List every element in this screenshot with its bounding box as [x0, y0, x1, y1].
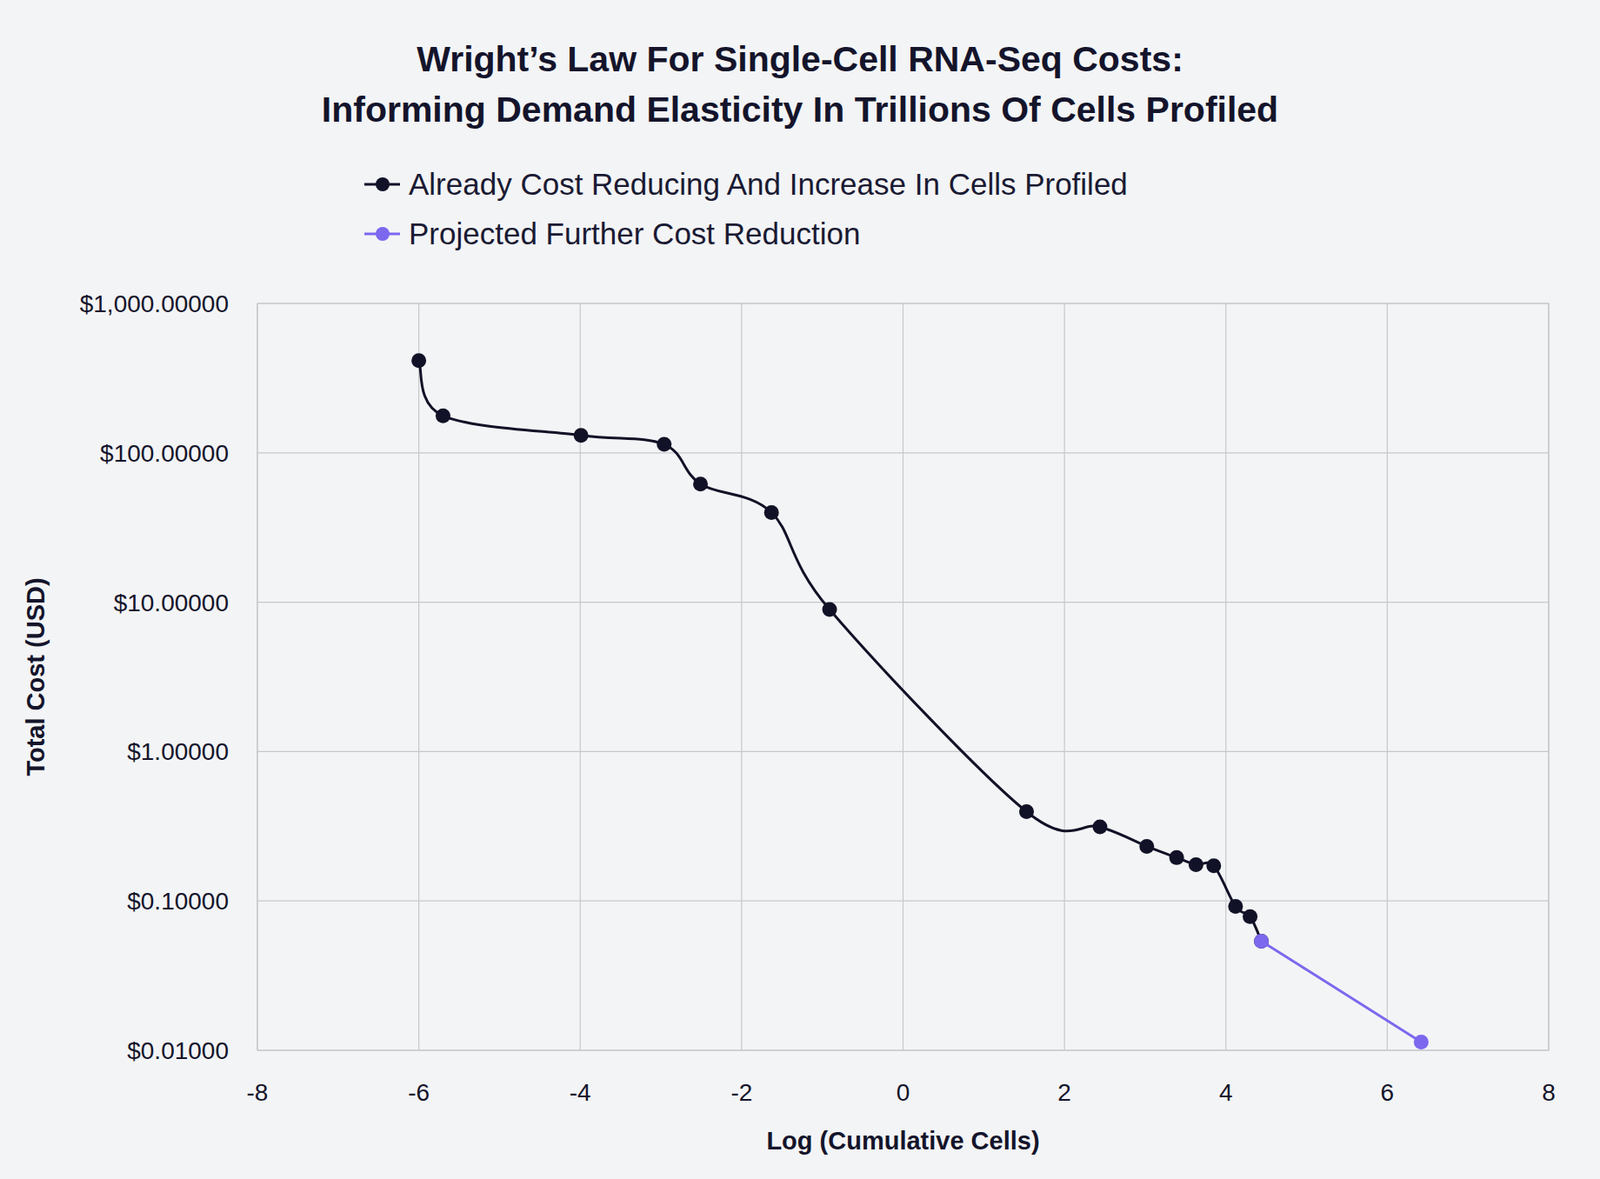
- title: Informing Demand Elasticity In Trillions…: [321, 89, 1279, 130]
- data-point: [656, 437, 672, 453]
- series-line: [1261, 940, 1422, 1042]
- grid-line-x: [418, 303, 420, 1051]
- x-tick-label: -6: [407, 1079, 430, 1107]
- grid-line-y: [257, 751, 1549, 753]
- data-point: [1242, 909, 1258, 925]
- data-point: [693, 476, 708, 492]
- grid-line-y: [257, 452, 1549, 454]
- y-axis-label: Total Cost (USD): [21, 577, 50, 776]
- data-point: [1092, 820, 1107, 835]
- plot-frame: [257, 303, 1549, 1051]
- grid-line-x: [1386, 303, 1388, 1051]
- x-tick-label: -2: [730, 1079, 753, 1107]
- data-point: [1413, 1034, 1429, 1050]
- data-point: [1188, 857, 1204, 873]
- legend-entry: Projected Further Cost Reduction: [364, 216, 860, 251]
- grid-line-y: [257, 601, 1549, 603]
- series: [1253, 933, 1429, 1050]
- grid-line-x: [580, 303, 581, 1051]
- grid-line-x: [1225, 303, 1227, 1051]
- grid-line-x: [740, 303, 742, 1051]
- chart: Wright’s Law For Single-Cell RNA-Seq Cos…: [0, 0, 1600, 1179]
- data-point: [1227, 899, 1243, 914]
- plot-area: [411, 353, 1429, 1050]
- data-point: [1206, 858, 1221, 874]
- background: [0, 0, 1600, 1179]
- data-point: [822, 602, 838, 618]
- x-tick-label: 4: [1219, 1079, 1234, 1107]
- y-tick-label: $100.00000: [100, 440, 229, 467]
- data-point: [411, 353, 427, 368]
- x-axis-label: Log (Cumulative Cells): [766, 1126, 1040, 1155]
- data-point: [1169, 850, 1185, 866]
- x-tick-label: 2: [1057, 1079, 1072, 1107]
- data-point: [573, 427, 589, 443]
- y-tick-label: $1.00000: [126, 738, 229, 766]
- grid: [257, 303, 1549, 1051]
- grid-line-x: [902, 303, 904, 1051]
- series: [411, 353, 1269, 949]
- legend-entry: Already Cost Reducing And Increase In Ce…: [364, 166, 1128, 201]
- y-tick-label: $1,000.00000: [80, 290, 229, 318]
- data-point: [1139, 839, 1154, 854]
- data-point: [1253, 933, 1269, 949]
- legend-label: Already Cost Reducing And Increase In Ce…: [408, 166, 1128, 201]
- data-point: [1253, 933, 1269, 949]
- title: Wright’s Law For Single-Cell RNA-Seq Cos…: [416, 39, 1184, 80]
- legend-marker: [375, 226, 390, 241]
- y-tick-label: $10.00000: [113, 589, 229, 617]
- data-point: [1019, 804, 1034, 820]
- data-point: [764, 505, 780, 520]
- grid-line-y: [257, 900, 1549, 902]
- legend-label: Projected Further Cost Reduction: [408, 216, 860, 251]
- y-tick-label: $0.10000: [126, 887, 229, 915]
- x-tick-label: -4: [569, 1079, 592, 1107]
- x-tick-label: -8: [246, 1079, 269, 1107]
- x-tick-label: 8: [1541, 1079, 1556, 1107]
- data-point: [435, 408, 451, 424]
- x-tick-label: 0: [896, 1079, 911, 1107]
- legend-marker: [375, 177, 390, 192]
- grid-line-x: [1064, 303, 1066, 1051]
- x-tick-label: 6: [1380, 1079, 1395, 1107]
- series-line: [419, 360, 1262, 942]
- y-tick-label: $0.01000: [126, 1037, 229, 1065]
